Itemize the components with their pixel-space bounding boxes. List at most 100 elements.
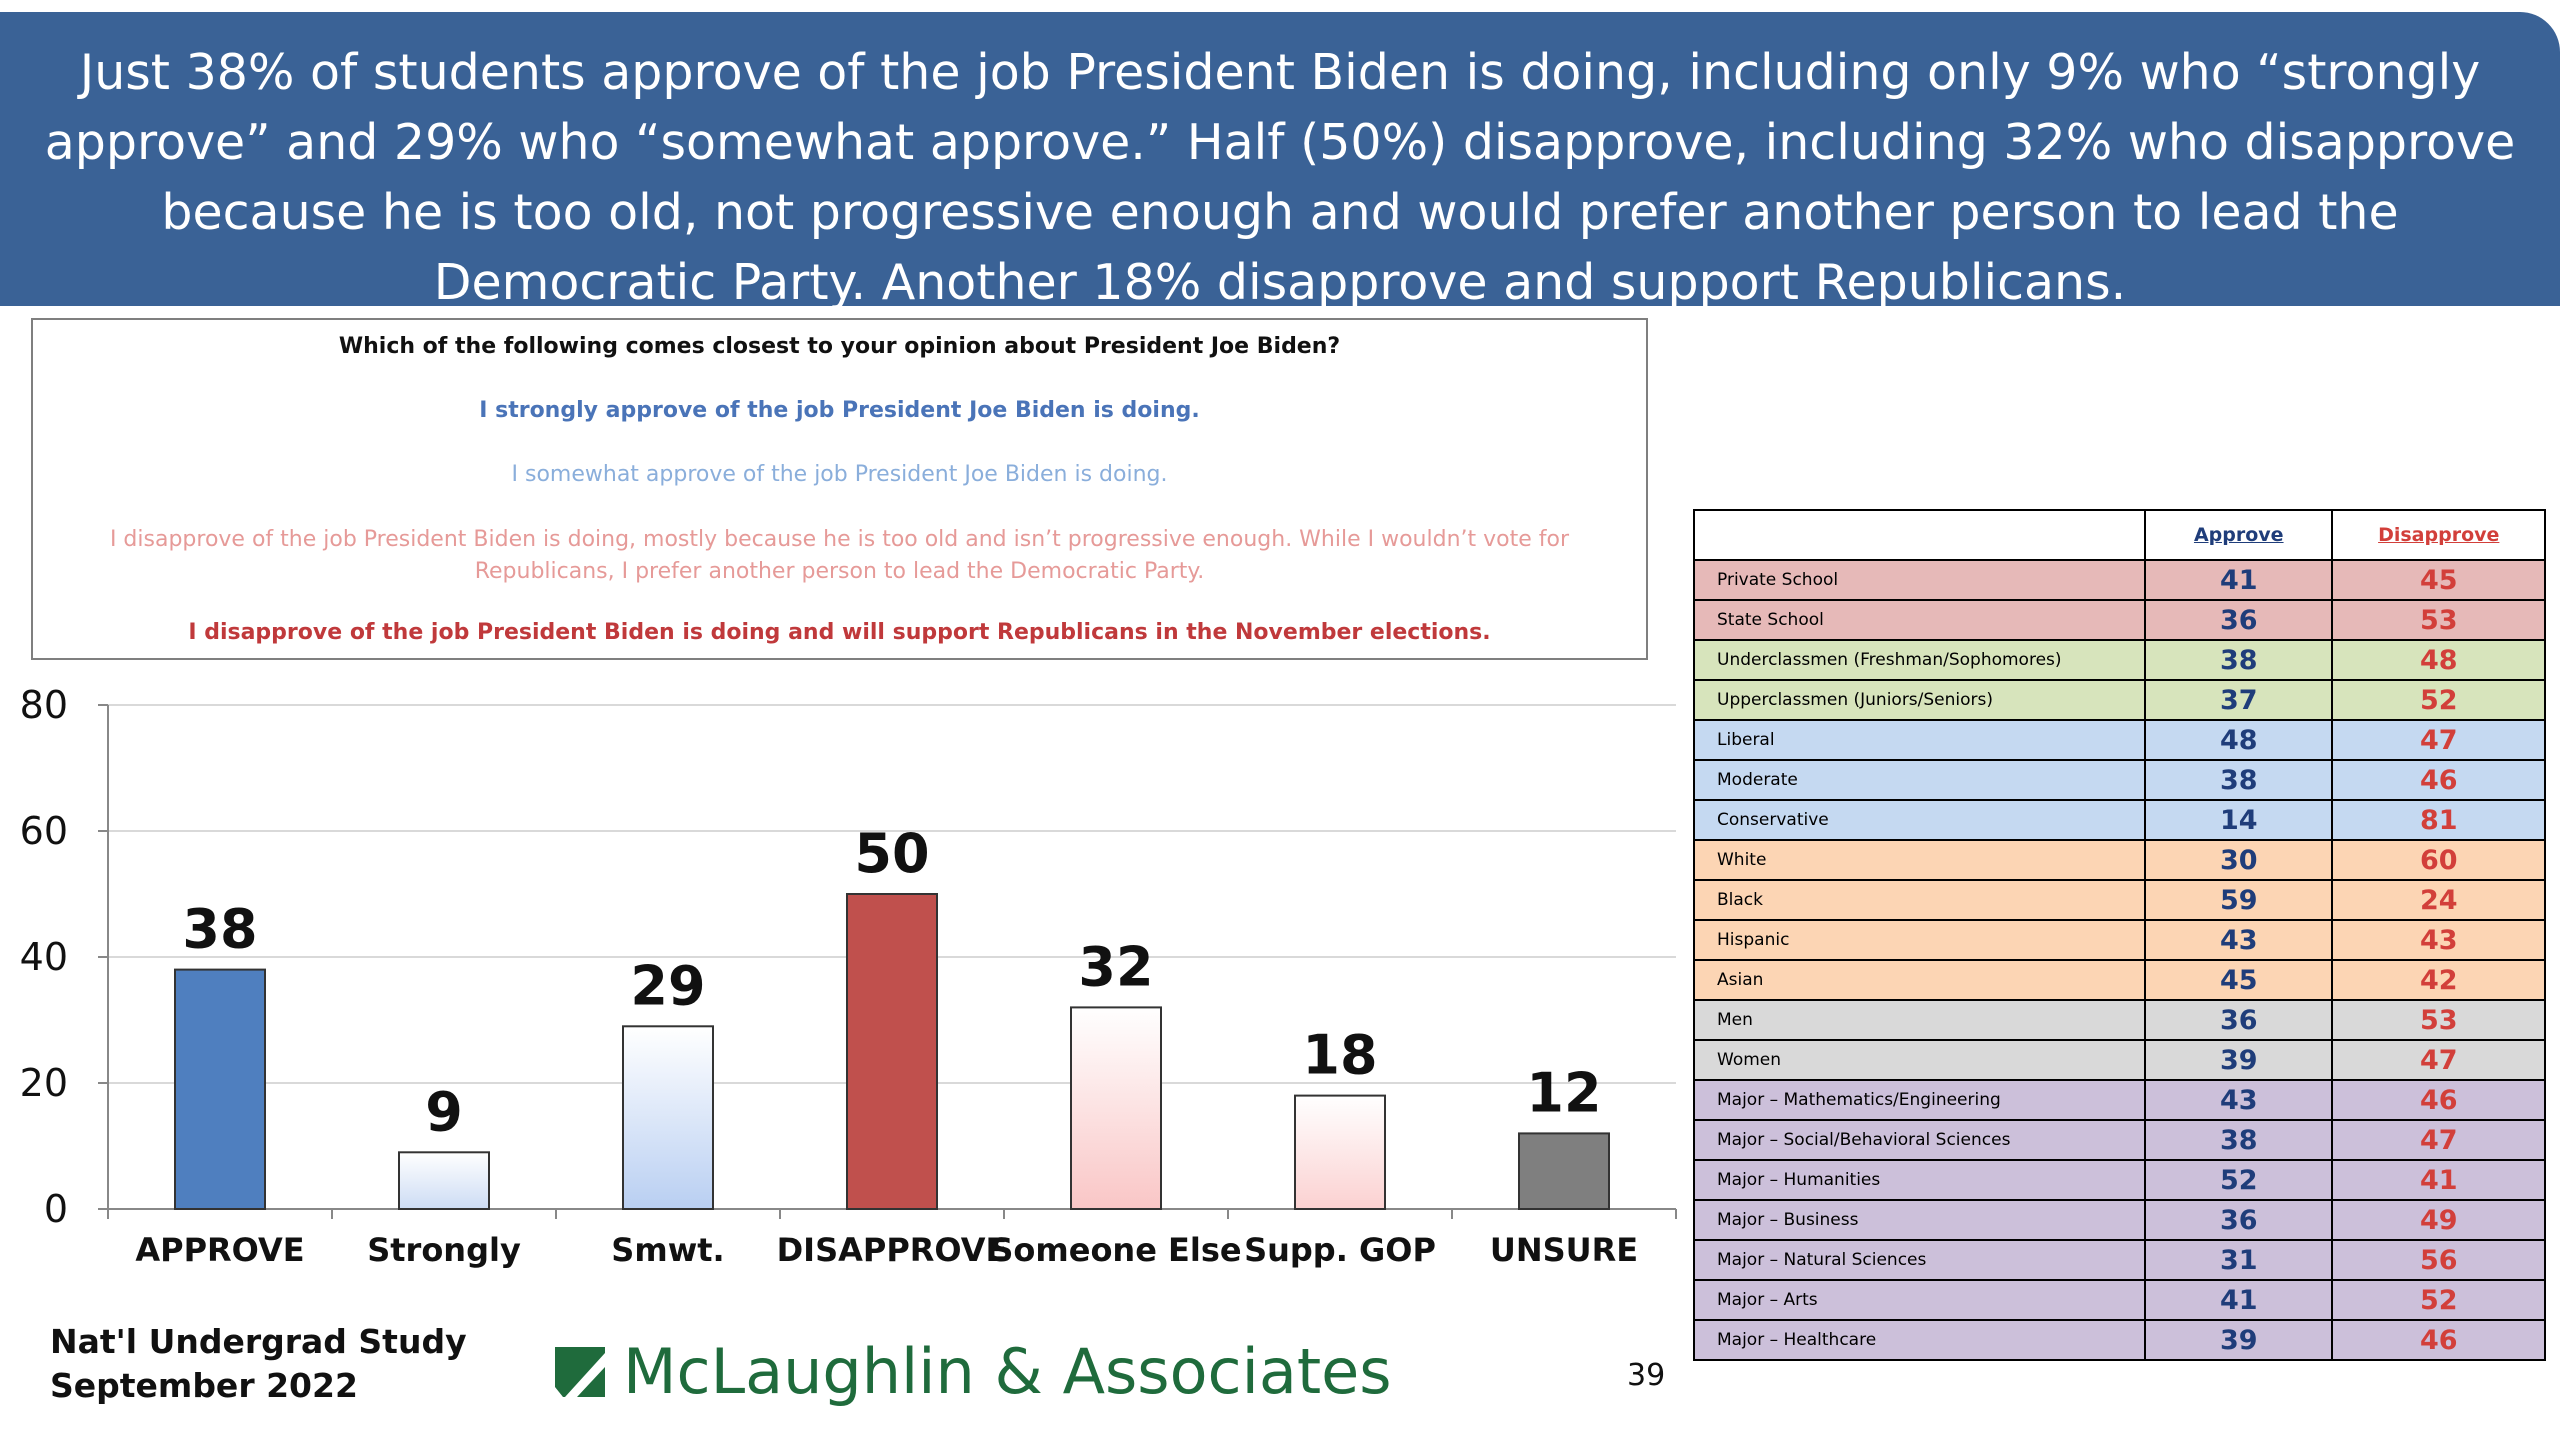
row-disapprove: 49 [2331,1199,2546,1241]
row-disapprove: 48 [2331,639,2546,681]
row-approve: 37 [2144,679,2334,721]
row-disapprove: 24 [2331,879,2546,921]
table-row: State School 36 53 [1692,599,2546,641]
row-label: Women [1692,1039,2147,1081]
row-approve: 38 [2144,1119,2334,1161]
category-label: Someone Else [990,1231,1241,1269]
row-approve: 43 [2144,1079,2334,1121]
row-disapprove: 53 [2331,599,2546,641]
row-label: Major – Healthcare [1692,1319,2147,1361]
y-tick-label: 80 [20,683,68,727]
table-row: Private School 41 45 [1692,559,2546,601]
table-row: Conservative 14 81 [1692,799,2546,841]
row-approve: 31 [2144,1239,2334,1281]
table-row: Major – Healthcare 39 46 [1692,1319,2546,1361]
row-approve: 48 [2144,719,2334,761]
row-label: Black [1692,879,2147,921]
y-tick-label: 40 [20,935,68,979]
row-approve: 59 [2144,879,2334,921]
row-label: Upperclassmen (Juniors/Seniors) [1692,679,2147,721]
row-disapprove: 81 [2331,799,2546,841]
category-label: DISAPPROVE [777,1231,1008,1269]
data-label: 9 [425,1080,463,1143]
table-row: Major – Humanities 52 41 [1692,1159,2546,1201]
bar [622,1025,714,1210]
data-label: 29 [630,954,705,1017]
y-tick-label: 60 [20,809,68,853]
y-tick-label: 20 [20,1061,68,1105]
row-approve: 36 [2144,599,2334,641]
row-label: Private School [1692,559,2147,601]
row-label: Conservative [1692,799,2147,841]
bar [1518,1132,1610,1210]
table-row: Asian 45 42 [1692,959,2546,1001]
row-approve: 38 [2144,639,2334,681]
row-disapprove: 60 [2331,839,2546,881]
row-disapprove: 52 [2331,1279,2546,1321]
study-info: Nat'l Undergrad Study September 2022 [50,1320,467,1408]
row-label: Major – Business [1692,1199,2147,1241]
row-label: White [1692,839,2147,881]
table-row: Upperclassmen (Juniors/Seniors) 37 52 [1692,679,2546,721]
table-header-blank [1692,509,2147,561]
row-label: Hispanic [1692,919,2147,961]
row-disapprove: 52 [2331,679,2546,721]
row-approve: 36 [2144,1199,2334,1241]
subgroup-table: Approve Disapprove Private School 41 45 Sta… [1692,509,2546,1361]
page-number: 39 [1627,1358,1666,1393]
row-disapprove: 43 [2331,919,2546,961]
option-somewhat-approve: I somewhat approve of the job President … [511,462,1168,487]
row-disapprove: 46 [2331,1079,2546,1121]
row-label: Asian [1692,959,2147,1001]
row-disapprove: 46 [2331,759,2546,801]
row-disapprove: 47 [2331,719,2546,761]
table-header-approve: Approve [2144,509,2334,561]
row-disapprove: 53 [2331,999,2546,1041]
row-approve: 38 [2144,759,2334,801]
table-row: Major – Natural Sciences 31 56 [1692,1239,2546,1281]
row-approve: 43 [2144,919,2334,961]
row-approve: 39 [2144,1319,2334,1361]
row-approve: 52 [2144,1159,2334,1201]
row-label: Underclassmen (Freshman/Sophomores) [1692,639,2147,681]
table-row: Hispanic 43 43 [1692,919,2546,961]
row-approve: 14 [2144,799,2334,841]
bar [846,893,938,1210]
bar [398,1151,490,1210]
row-approve: 41 [2144,1279,2334,1321]
headline-text: Just 38% of students approve of the job … [44,44,2516,311]
table-row: Major – Social/Behavioral Sciences 38 47 [1692,1119,2546,1161]
bar [1070,1006,1162,1210]
category-label: UNSURE [1490,1231,1638,1269]
data-label: 38 [182,898,257,961]
table-row: Major – Business 36 49 [1692,1199,2546,1241]
row-approve: 36 [2144,999,2334,1041]
row-label: State School [1692,599,2147,641]
table-row: Black 59 24 [1692,879,2546,921]
row-disapprove: 41 [2331,1159,2546,1201]
option-strongly-approve: I strongly approve of the job President … [479,398,1200,423]
row-approve: 30 [2144,839,2334,881]
question-prompt: Which of the following comes closest to … [338,334,1341,359]
bar-chart: 0 20 40 60 80 38 APPROVE 9 Strongly 29 Smwt. 50 DISA… [20,683,1677,1269]
row-label: Liberal [1692,719,2147,761]
table-row: Liberal 48 47 [1692,719,2546,761]
row-disapprove: 42 [2331,959,2546,1001]
data-label: 18 [1302,1024,1377,1087]
table-row: White 30 60 [1692,839,2546,881]
study-name: Nat'l Undergrad Study [50,1322,467,1361]
row-label: Major – Arts [1692,1279,2147,1321]
table-row: Underclassmen (Freshman/Sophomores) 38 48 [1692,639,2546,681]
company-logo: McLaughlin & Associates [555,1335,1392,1408]
category-label: APPROVE [135,1231,304,1269]
table-row: Moderate 38 46 [1692,759,2546,801]
row-label: Major – Social/Behavioral Sciences [1692,1119,2147,1161]
row-disapprove: 46 [2331,1319,2546,1361]
table-header-row: Approve Disapprove [1692,509,2546,561]
table-row: Major – Arts 41 52 [1692,1279,2546,1321]
table-header-disapprove: Disapprove [2331,509,2546,561]
y-tick-label: 0 [44,1187,68,1231]
row-label: Major – Mathematics/Engineering [1692,1079,2147,1121]
row-label: Moderate [1692,759,2147,801]
table-row: Major – Mathematics/Engineering 43 46 [1692,1079,2546,1121]
